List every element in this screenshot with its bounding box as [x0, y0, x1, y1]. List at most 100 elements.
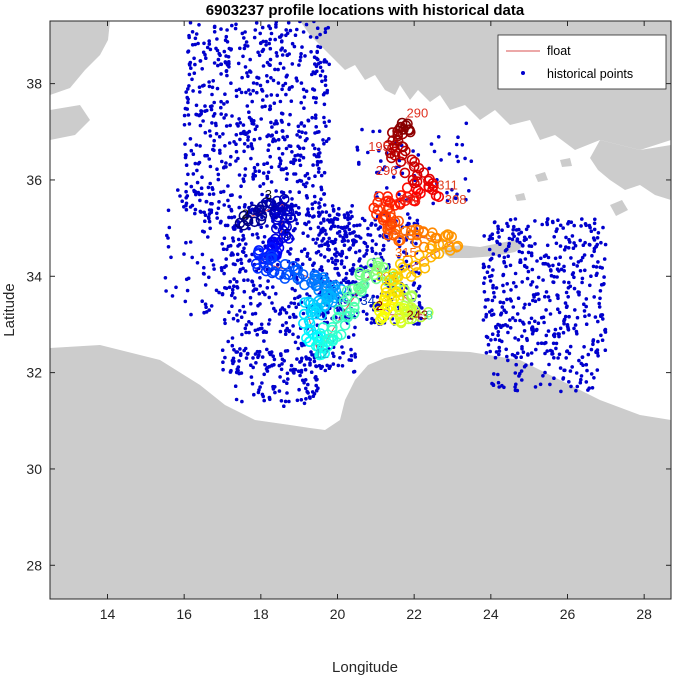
historical-point: [598, 296, 602, 301]
historical-point: [308, 361, 312, 366]
historical-point: [243, 326, 248, 331]
historical-point: [306, 234, 310, 238]
historical-point: [302, 401, 307, 406]
historical-point: [297, 387, 301, 392]
historical-point: [322, 102, 327, 107]
historical-point: [229, 81, 233, 85]
historical-point: [182, 252, 186, 256]
historical-point: [542, 320, 546, 325]
historical-point: [255, 332, 259, 337]
historical-point: [239, 315, 244, 320]
historical-point: [291, 367, 296, 372]
historical-point: [497, 254, 502, 258]
historical-point: [353, 325, 357, 330]
historical-point: [183, 106, 188, 111]
historical-point: [203, 153, 207, 158]
historical-point: [288, 315, 292, 320]
float-profile-label: 34: [361, 293, 375, 308]
plot-frame: [49, 20, 672, 600]
historical-point: [344, 271, 349, 276]
historical-point: [221, 132, 225, 136]
historical-point: [215, 211, 219, 216]
historical-point: [306, 210, 311, 215]
historical-point: [280, 39, 284, 43]
historical-point: [231, 361, 235, 366]
historical-point: [587, 223, 592, 228]
historical-point: [311, 394, 316, 399]
historical-point: [260, 87, 264, 92]
historical-point: [346, 335, 351, 340]
float-profile-marker: [380, 282, 392, 293]
historical-point: [303, 184, 308, 189]
historical-point: [300, 356, 304, 361]
historical-point: [354, 234, 358, 238]
historical-point: [515, 351, 520, 356]
historical-point: [505, 282, 510, 286]
historical-point: [508, 263, 513, 268]
historical-point: [193, 62, 197, 67]
historical-point: [284, 28, 289, 32]
float-profile-marker: [348, 308, 360, 319]
historical-point: [285, 391, 289, 395]
historical-point: [578, 238, 582, 243]
historical-point: [584, 362, 589, 367]
historical-point: [247, 110, 251, 114]
historical-point: [525, 276, 530, 281]
historical-point: [575, 315, 580, 320]
historical-point: [554, 241, 559, 246]
historical-point: [193, 207, 198, 212]
historical-point: [253, 28, 258, 32]
historical-point: [350, 238, 355, 243]
historical-point: [299, 179, 304, 183]
historical-point: [590, 253, 594, 258]
historical-point: [299, 370, 304, 374]
float-profile-label: 243: [407, 308, 429, 323]
historical-point: [602, 257, 607, 261]
historical-point: [208, 47, 213, 52]
float-profile-marker: [270, 207, 282, 218]
float-profile-marker: [411, 237, 423, 248]
historical-point: [313, 174, 317, 178]
historical-point: [212, 267, 216, 271]
x-tick-label: 18: [253, 606, 269, 622]
historical-point: [305, 389, 310, 394]
historical-point: [592, 376, 596, 380]
float-profile-marker: [268, 266, 280, 278]
historical-point: [318, 73, 323, 78]
historical-point: [235, 350, 240, 354]
historical-point: [540, 222, 544, 227]
historical-point: [417, 303, 422, 308]
historical-point: [289, 99, 294, 103]
historical-point: [239, 257, 243, 262]
historical-point: [209, 210, 214, 214]
float-profile-marker: [409, 195, 421, 207]
historical-point: [348, 268, 353, 273]
historical-point: [261, 394, 266, 399]
historical-point: [221, 247, 226, 251]
y-tick-label: 38: [26, 76, 42, 92]
historical-point: [340, 259, 344, 263]
historical-point: [327, 236, 332, 241]
land-islet-3: [515, 193, 526, 201]
historical-point: [571, 262, 576, 267]
historical-point: [232, 348, 236, 352]
historical-point: [319, 197, 323, 201]
historical-point: [571, 246, 576, 250]
historical-point: [298, 58, 302, 63]
historical-point: [502, 259, 506, 264]
historical-point: [242, 36, 246, 40]
historical-point: [287, 122, 291, 127]
historical-point: [274, 25, 278, 29]
land-italy: [50, 21, 110, 95]
historical-point: [542, 254, 547, 259]
historical-point: [483, 276, 487, 280]
historical-point: [507, 236, 512, 241]
float-profile-marker: [266, 267, 278, 279]
historical-point: [217, 134, 222, 139]
historical-point: [319, 173, 324, 178]
historical-point: [309, 50, 313, 54]
historical-point: [314, 383, 319, 388]
historical-point: [378, 252, 383, 256]
historical-point: [221, 189, 226, 194]
historical-point: [312, 359, 317, 364]
